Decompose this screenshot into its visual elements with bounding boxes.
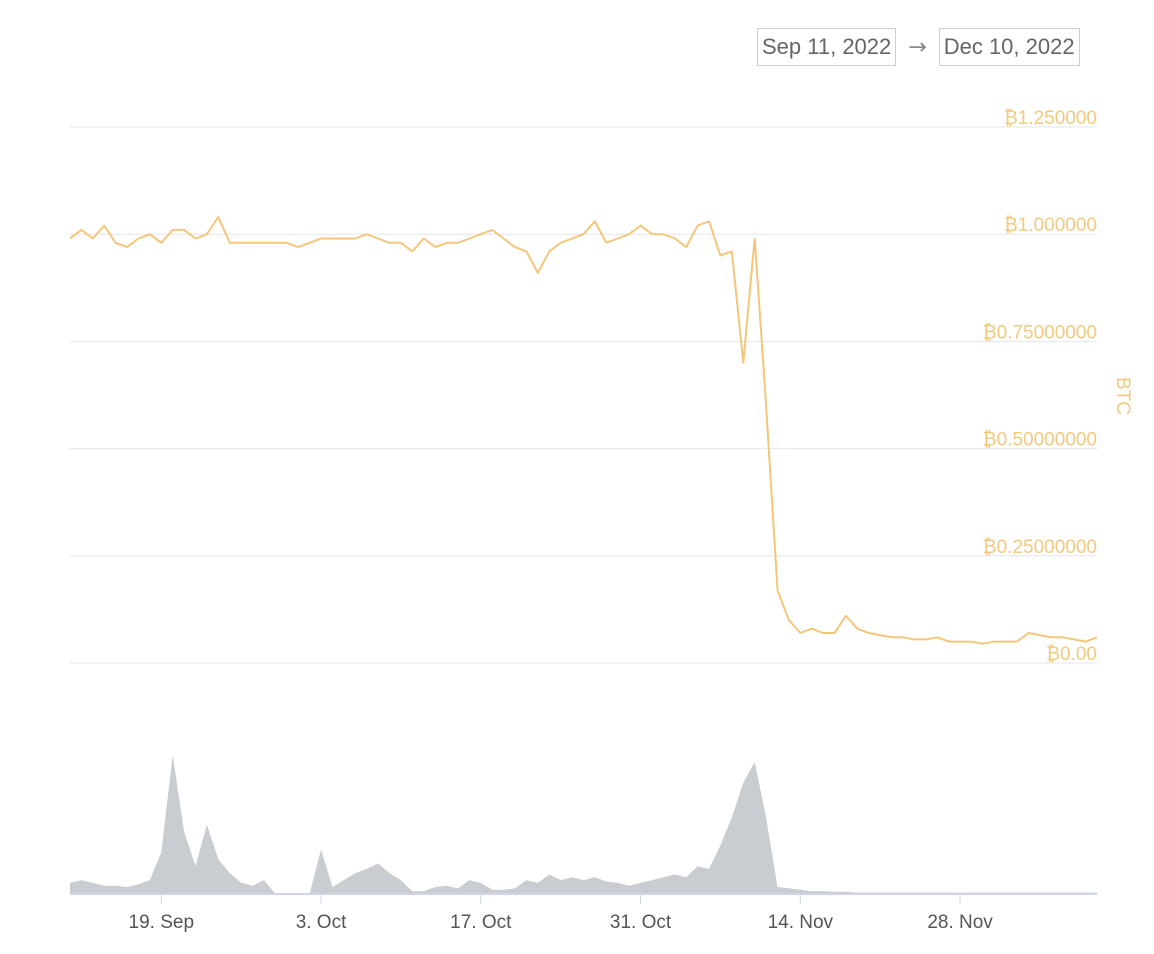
price-line (69, 216, 1098, 645)
y-tick-label: ₿0.00 (1046, 644, 1097, 665)
date-range-selector: Sep 11, 2022 → Dec 10, 2022 (757, 28, 1080, 66)
volume-area (70, 755, 1097, 894)
y-tick-label: ₿0.50000000 (983, 430, 1097, 451)
x-tick-label: 3. Oct (296, 912, 347, 933)
volume-area-path (70, 755, 1097, 894)
price-series-line (69, 216, 1098, 645)
x-axis: 19. Sep 3. Oct 17. Oct 31. Oct 14. Nov 28. No… (70, 893, 1097, 933)
y-axis-title: BTC (1112, 377, 1133, 415)
y-tick-label: ₿1.250000 (1004, 108, 1097, 129)
x-tick-label: 17. Oct (450, 912, 512, 933)
y-tick-label: ₿0.75000000 (983, 322, 1097, 343)
y-axis-labels: ₿1.250000 ₿1.000000 ₿0.75000000 ₿0.50000000… (983, 108, 1097, 665)
y-tick-label: ₿1.000000 (1004, 215, 1097, 236)
y-tick-label: ₿0.25000000 (983, 537, 1097, 558)
range-from-input[interactable]: Sep 11, 2022 (757, 28, 897, 66)
x-tick-label: 28. Nov (927, 912, 993, 933)
x-tick-label: 31. Oct (610, 912, 672, 933)
grid-lines (70, 126, 1097, 664)
range-arrow-icon: → (908, 34, 927, 60)
x-tick-label: 14. Nov (768, 912, 834, 933)
x-tick-label: 19. Sep (129, 912, 195, 933)
range-to-input[interactable]: Dec 10, 2022 (938, 28, 1080, 66)
